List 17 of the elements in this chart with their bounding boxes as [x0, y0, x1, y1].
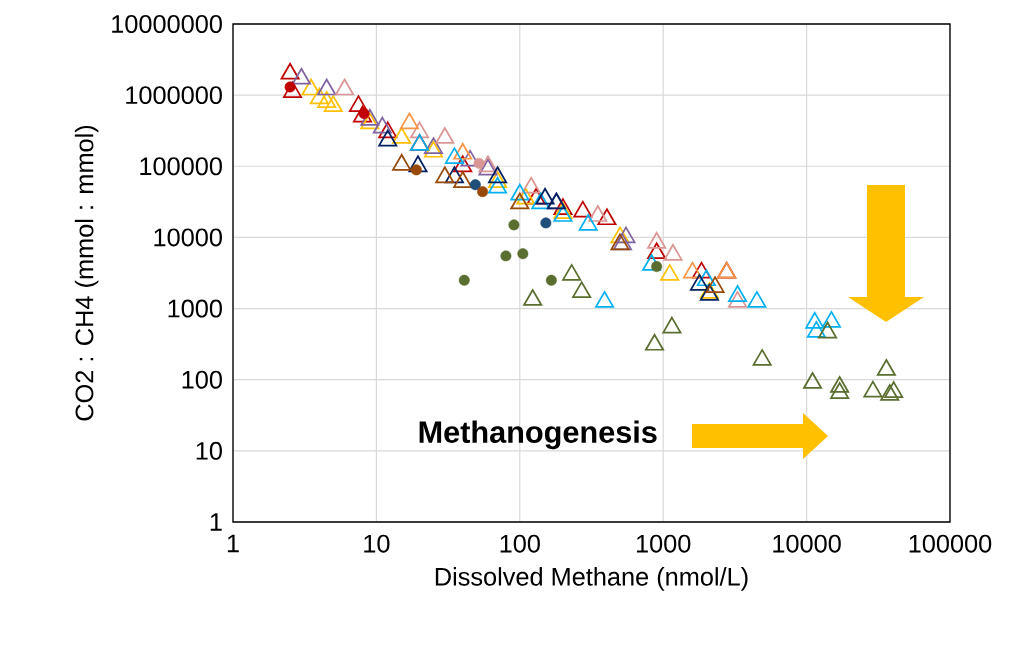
y-tick-label: 1000	[168, 299, 222, 318]
y-tick-label: 1000000	[126, 86, 222, 105]
annotation: Methanogenesis	[419, 420, 657, 450]
x-tick-label: 10	[364, 534, 390, 553]
x-tick-label: 1000	[636, 534, 691, 553]
x-tick-label: 100000	[909, 534, 992, 553]
y-tick-label: 10000000	[112, 15, 222, 33]
x-tick-label: 10000	[773, 534, 841, 553]
x-tick-label: 1	[227, 534, 239, 553]
y-tick-label: 1	[210, 513, 222, 531]
y-tick-label: 10000	[154, 228, 222, 247]
y-tick-label: 10	[196, 441, 222, 460]
y-tick-label: 100	[182, 370, 222, 389]
x-tick-label: 100	[500, 534, 540, 553]
y-tick-label: 100000	[140, 157, 222, 176]
y-axis-title: CO2 : CH4 (mmol : mmol)	[74, 125, 99, 421]
x-axis-title: Dissolved Methane (nmol/L)	[435, 567, 748, 591]
